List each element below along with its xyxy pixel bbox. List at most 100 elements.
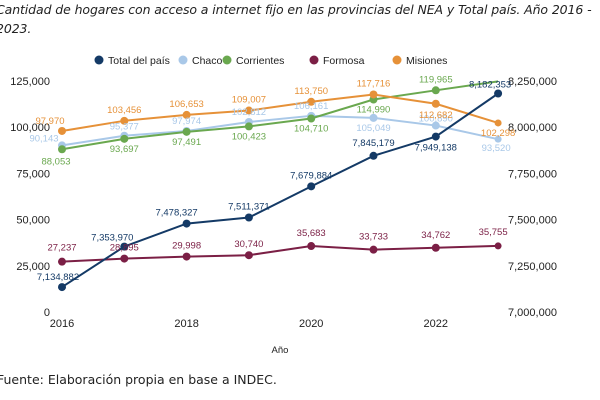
data-point [307,97,316,106]
legend-marker [94,55,104,65]
data-point [244,122,253,131]
data-labels: 27,237 28,895 29,998 30,740 35,683 33,733 34,7… [29,74,515,283]
data-label: 8,182,353 [469,80,511,91]
source-note: Fuente: Elaboración propia en base a IND… [0,372,277,387]
series-total-del-pa-s [58,89,503,292]
y-tick-right: 8,250,000 [508,76,557,88]
data-point [120,254,129,263]
series-line [61,80,499,151]
series-line [61,93,499,132]
data-label: 104,710 [294,123,328,134]
data-point [120,116,129,125]
data-point [58,126,66,135]
data-label: 27,237 [47,243,76,254]
data-label: 33,733 [359,232,388,243]
data-label: 88,053 [41,156,70,167]
y-axis-left: 0 25,000 50,000 75,000 100,000 125,000 [10,76,50,319]
y-tick-right: 8,000,000 [508,122,557,134]
legend-marker [392,55,402,65]
x-tick: 2018 [174,318,198,330]
data-point [307,182,316,191]
y-tick-left: 125,000 [10,76,50,88]
data-point [431,86,440,95]
data-point [494,119,502,127]
y-tick-right: 7,750,000 [508,168,557,180]
data-point [182,252,191,261]
data-label: 35,755 [479,227,508,238]
data-label: 114,990 [357,104,391,115]
legend-marker [222,55,232,65]
legend-item: Formosa [309,55,365,67]
data-label: 7,478,327 [155,208,197,219]
data-label: 117,716 [357,78,391,89]
data-label: 7,353,970 [91,233,133,244]
data-point [494,135,502,143]
data-point [494,242,502,250]
data-label: 106,161 [294,101,328,112]
data-point [58,145,66,154]
data-label: 102,298 [481,128,515,139]
data-label: 7,679,884 [290,170,332,181]
data-point [120,134,129,143]
data-point [431,121,440,130]
y-tick-right: 7,250,000 [508,261,557,273]
chart-title: Cantidad de hogares con acceso a interne… [0,2,592,36]
data-point [369,113,378,122]
series-line [61,92,499,288]
data-point [369,151,378,160]
data-point [58,257,66,266]
legend-marker [309,55,319,65]
y-axis-right: 7,000,000 7,250,000 7,500,000 7,750,000 8,00… [508,76,557,319]
legend-item: Misiones [392,55,447,67]
series-lines [58,80,503,292]
data-point [182,219,191,228]
data-label: 97,974 [172,116,201,127]
data-label: 29,998 [172,241,201,252]
data-label: 7,949,138 [415,143,457,154]
data-point [182,110,191,119]
x-tick: 2016 [50,318,74,330]
data-label: 93,520 [482,143,511,154]
x-axis: 2016 2018 2020 2022 [50,318,448,330]
data-point [307,114,316,123]
data-label: 95,377 [110,122,139,133]
data-label: 113,750 [294,86,328,97]
y-tick-right: 7,000,000 [508,307,557,319]
data-point [431,243,440,252]
data-label: 106,653 [169,99,203,110]
legend-label: Chaco [192,55,223,67]
data-point [244,213,253,222]
data-label: 97,970 [35,116,64,127]
data-point [369,245,378,254]
legend-label: Corrientes [236,55,284,67]
data-point [307,242,316,251]
legend-item: Chaco [178,55,223,67]
data-label: 35,683 [297,228,326,239]
data-label: 105,049 [356,123,390,134]
legend-marker [178,55,188,65]
legend-item: Total del país [94,55,170,67]
data-point [244,106,253,115]
data-point [120,242,129,251]
legend-label: Total del país [108,55,170,67]
data-label: 93,697 [110,144,139,155]
series-misiones [58,90,502,135]
data-label: 7,134,882 [37,272,79,283]
data-label: 90,143 [29,133,58,144]
legend-label: Misiones [406,55,447,67]
y-tick-left: 100,000 [10,122,50,134]
x-tick: 2020 [299,318,323,330]
series-line [61,244,499,263]
data-point [431,99,440,108]
series-line [61,114,499,147]
y-tick-right: 7,500,000 [508,215,557,227]
data-label: 7,845,179 [352,138,394,149]
data-point [494,89,503,98]
data-label: 112,682 [419,110,453,121]
data-label: 102,812 [232,107,266,118]
legend: Total del país Chaco Corrientes Formosa Misi… [94,55,447,67]
y-tick-left: 75,000 [16,168,50,180]
data-label: 7,511,371 [228,201,270,212]
data-point [182,127,191,136]
data-label: 109,007 [232,95,266,106]
